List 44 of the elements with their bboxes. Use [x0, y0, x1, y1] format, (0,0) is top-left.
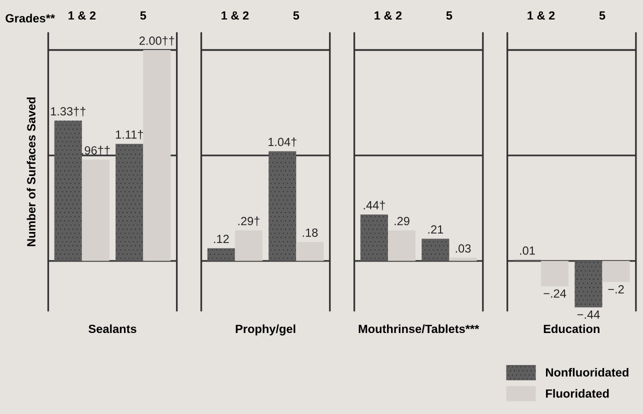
legend-label: Fluoridated — [546, 389, 609, 398]
bar — [54, 120, 82, 261]
x-tick-label: 1 & 2 — [68, 11, 96, 20]
text: Grades** — [6, 14, 56, 22]
data-label: .03 — [456, 244, 471, 253]
bar — [296, 242, 324, 261]
data-label: 1.04† — [268, 137, 296, 147]
data-label: .96†† — [82, 146, 110, 156]
data-label: 1.11† — [116, 130, 143, 140]
x-tick-label: 5 — [446, 11, 452, 20]
data-label: −.44 — [577, 310, 600, 319]
x-tick-label: 5 — [599, 11, 606, 20]
data-label: 1.33†† — [50, 106, 86, 116]
bar — [268, 151, 296, 261]
bar — [449, 258, 477, 261]
data-label: .44† — [364, 200, 385, 210]
bar — [116, 144, 144, 261]
bar — [422, 238, 450, 261]
data-label: .12 — [214, 234, 229, 244]
data-label: −.24 — [544, 289, 566, 298]
data-label: −.2 — [608, 285, 624, 294]
data-label: .01 — [520, 246, 535, 255]
x-axis-title: Education — [544, 324, 600, 334]
x-tick-label: 5 — [293, 11, 300, 20]
bar — [143, 50, 171, 261]
data-label: .29 — [394, 216, 410, 226]
bar — [360, 214, 388, 261]
x-axis-title: Prophy/gel — [236, 324, 296, 336]
bar — [234, 230, 262, 261]
x-tick-label: 1 & 2 — [222, 11, 249, 20]
y-axis-title: Number of Surfaces Saved — [26, 97, 36, 246]
bar — [207, 248, 235, 261]
x-axis-title: Mouthrinse/Tablets*** — [358, 324, 480, 334]
bar — [82, 160, 110, 261]
bar — [388, 230, 416, 261]
x-tick-label: 1 & 2 — [528, 11, 555, 20]
legend-label: Nonfluoridated — [546, 368, 628, 377]
x-tick-label: 1 & 2 — [374, 11, 402, 20]
data-label: .21 — [428, 225, 444, 234]
data-label: .29† — [238, 216, 260, 226]
x-tick-label: 5 — [140, 11, 146, 20]
x-axis-title: Sealants — [88, 324, 136, 334]
data-label: 2.00†† — [139, 36, 174, 46]
data-label: .18 — [302, 228, 318, 237]
